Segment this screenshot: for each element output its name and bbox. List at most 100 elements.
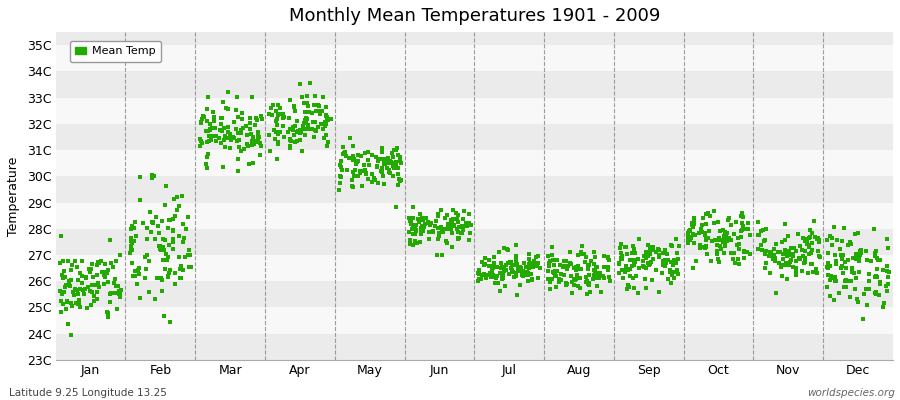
Point (432, 232, 446, 239)
Point (516, 268, 530, 274)
Point (688, 231, 703, 238)
Point (76, 287, 90, 294)
Point (64, 300, 78, 306)
Point (701, 235, 716, 242)
Point (688, 258, 703, 264)
Point (475, 258, 490, 265)
Point (494, 260, 508, 266)
Point (560, 266, 574, 272)
Point (434, 206, 448, 213)
Point (545, 257, 560, 263)
Point (410, 227, 424, 234)
Point (248, 139, 263, 146)
Point (741, 226, 755, 232)
Point (716, 239, 730, 245)
Point (68, 286, 82, 292)
Point (670, 260, 684, 266)
Point (252, 140, 266, 147)
Point (711, 256, 725, 262)
Point (342, 155, 356, 162)
Point (626, 262, 640, 269)
Point (321, 115, 336, 122)
Point (154, 275, 168, 281)
Point (457, 208, 472, 214)
Point (83, 288, 97, 294)
Point (450, 226, 464, 232)
Point (311, 108, 326, 114)
Point (589, 272, 603, 278)
Point (685, 220, 699, 226)
Point (109, 258, 123, 264)
Point (114, 287, 129, 294)
Point (827, 278, 842, 284)
Point (477, 261, 491, 268)
Point (305, 126, 320, 132)
Point (123, 238, 138, 244)
Point (151, 230, 166, 236)
Point (200, 117, 214, 124)
Point (229, 106, 243, 113)
Point (807, 218, 822, 224)
Point (333, 158, 347, 164)
Point (860, 302, 875, 308)
Point (459, 220, 473, 226)
Point (393, 158, 408, 164)
Point (82, 266, 96, 272)
Point (319, 121, 333, 127)
Point (591, 275, 606, 282)
Point (710, 251, 724, 258)
Point (859, 248, 873, 254)
Point (112, 252, 127, 258)
Point (230, 138, 244, 144)
Point (338, 152, 353, 159)
Point (661, 276, 675, 282)
Point (206, 108, 220, 115)
Point (824, 274, 838, 281)
Point (199, 160, 213, 167)
Point (496, 275, 510, 281)
Point (726, 231, 741, 237)
Point (562, 248, 577, 255)
Title: Monthly Mean Temperatures 1901 - 2009: Monthly Mean Temperatures 1901 - 2009 (289, 7, 660, 25)
Point (297, 120, 311, 126)
Point (389, 147, 403, 153)
Point (680, 234, 695, 240)
Point (56, 301, 70, 307)
Point (667, 257, 681, 263)
Point (581, 282, 596, 288)
Point (339, 167, 354, 174)
Point (495, 270, 509, 277)
Point (286, 104, 301, 110)
Point (670, 267, 685, 273)
Point (230, 94, 245, 101)
Point (239, 141, 254, 148)
Point (614, 241, 628, 247)
Point (503, 258, 517, 265)
Point (359, 171, 374, 177)
Point (309, 128, 323, 134)
Point (626, 258, 641, 264)
Point (436, 227, 450, 234)
Point (856, 316, 870, 322)
Point (157, 313, 171, 320)
Point (336, 144, 350, 150)
Point (75, 273, 89, 280)
Point (324, 116, 338, 123)
Point (160, 254, 175, 260)
Point (636, 263, 651, 270)
Point (541, 253, 555, 260)
Point (140, 236, 154, 242)
Point (881, 281, 896, 288)
Point (60, 320, 75, 327)
Point (688, 232, 702, 238)
Point (590, 272, 605, 279)
Point (365, 152, 380, 158)
Point (195, 140, 210, 146)
Point (432, 232, 446, 238)
Point (514, 272, 528, 278)
Point (156, 244, 170, 250)
Point (623, 266, 637, 272)
Point (730, 242, 744, 249)
Point (703, 213, 717, 220)
Point (545, 269, 560, 276)
